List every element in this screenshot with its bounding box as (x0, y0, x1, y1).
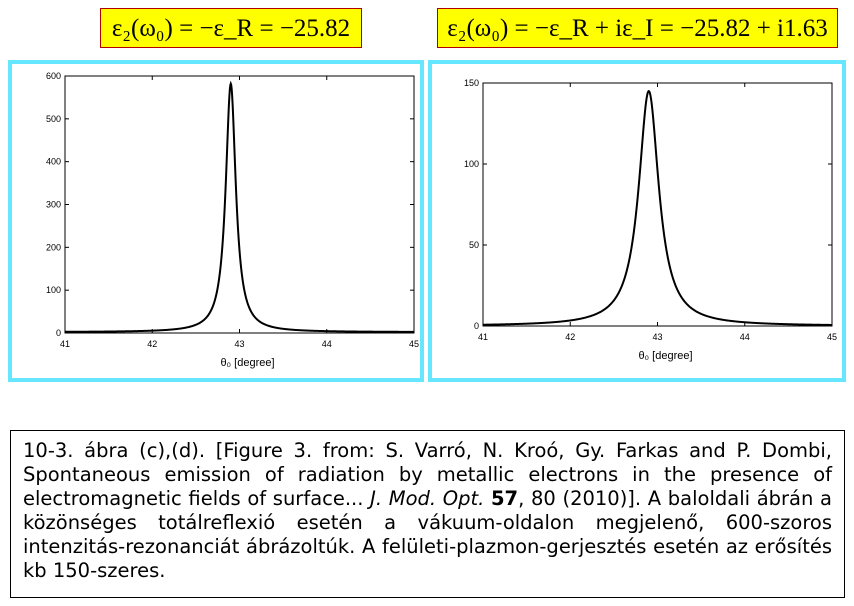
x-tick-label: 41 (60, 339, 70, 349)
series-line (482, 89, 832, 326)
caption-text-2: , 80 (2010)]. A baloldali ábrán a közöns… (23, 487, 832, 582)
chart-left: 0 100 200 300 400 500 600 41 42 43 44 45 θ₀ [degree] (46, 71, 419, 369)
x-tick-label: 41 (478, 332, 488, 342)
x-tick-label: 42 (147, 339, 157, 349)
y-tick-label: 200 (46, 242, 61, 252)
chart-panel-left: 0 100 200 300 400 500 600 41 42 43 44 45 θ₀ [degree] (8, 60, 424, 382)
x-tick-label: 43 (652, 332, 662, 342)
caption-text-1: 10-3. ábra (c),(d). [Figure 3. from: S. … (23, 439, 832, 510)
figure-caption: 10-3. ábra (c),(d). [Figure 3. from: S. … (10, 430, 845, 598)
y-tick-label: 150 (464, 78, 479, 88)
x-tick-label: 45 (827, 332, 837, 342)
chart-right: 0 50 100 150 41 42 43 44 45 θ₀ [degree] (464, 78, 837, 362)
y-tick-label: 0 (474, 321, 479, 331)
y-tick-label: 100 (464, 159, 479, 169)
x-tick-label: 45 (409, 339, 419, 349)
series-line (64, 80, 414, 333)
x-axis-label: θ₀ [degree] (220, 357, 274, 369)
x-tick-label: 43 (234, 339, 244, 349)
formula-left: ε₂(ω₀) = −ε_R = −25.82 (100, 8, 362, 48)
plot-frame (64, 75, 415, 334)
formula-left-text: ε₂(ω₀) = −ε_R = −25.82 (111, 15, 351, 42)
x-tick-label: 44 (740, 332, 750, 342)
plot-frame (482, 82, 833, 327)
x-axis-label: θ₀ [degree] (638, 350, 692, 362)
y-tick-label: 300 (46, 200, 61, 210)
y-tick-label: 500 (46, 114, 61, 124)
y-tick-label: 0 (56, 328, 61, 338)
y-tick-label: 50 (469, 240, 479, 250)
x-tick-label: 42 (565, 332, 575, 342)
y-tick-label: 400 (46, 157, 61, 167)
formula-right-text: ε₂(ω₀) = −ε_R + iε_I = −25.82 + i1.63 (447, 15, 828, 42)
x-tick-label: 44 (322, 339, 332, 349)
caption-volume: 57 (490, 487, 519, 510)
formula-right: ε₂(ω₀) = −ε_R + iε_I = −25.82 + i1.63 (437, 8, 838, 48)
caption-journal: J. Mod. Opt. (370, 487, 485, 510)
y-tick-label: 100 (46, 285, 61, 295)
chart-panel-right: 0 50 100 150 41 42 43 44 45 θ₀ [degree] (428, 60, 846, 382)
y-tick-label: 600 (46, 71, 61, 81)
